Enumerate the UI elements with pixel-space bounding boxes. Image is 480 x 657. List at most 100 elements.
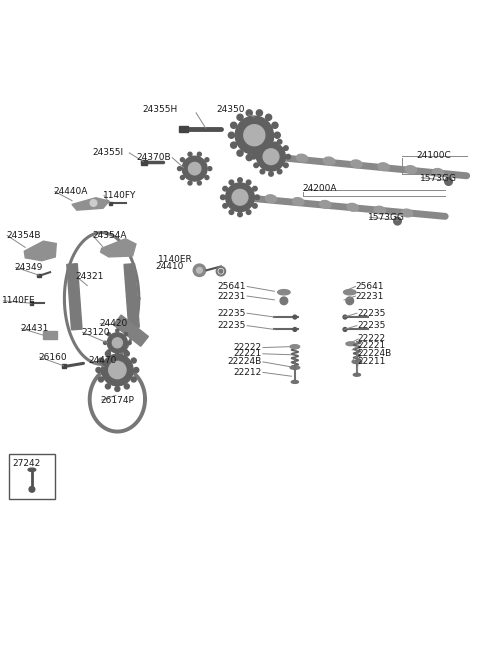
Circle shape <box>128 341 131 344</box>
Ellipse shape <box>353 373 360 376</box>
Bar <box>43 331 57 339</box>
Text: 22211: 22211 <box>357 357 385 367</box>
Bar <box>30 302 33 305</box>
Ellipse shape <box>432 169 444 176</box>
Circle shape <box>232 189 248 205</box>
Text: 1140FY: 1140FY <box>103 191 136 200</box>
Circle shape <box>343 328 347 331</box>
Circle shape <box>256 154 263 160</box>
Circle shape <box>178 167 181 171</box>
Circle shape <box>220 195 225 200</box>
Circle shape <box>223 187 228 191</box>
Circle shape <box>346 297 354 305</box>
Circle shape <box>274 132 280 138</box>
Text: 24350: 24350 <box>216 105 245 114</box>
Circle shape <box>226 183 254 212</box>
Text: 23120: 23120 <box>82 328 110 337</box>
Text: 24440A: 24440A <box>53 187 87 196</box>
Circle shape <box>228 132 234 138</box>
Circle shape <box>29 486 35 492</box>
Text: 24349: 24349 <box>15 263 43 272</box>
Circle shape <box>272 122 278 128</box>
Ellipse shape <box>292 198 304 206</box>
Circle shape <box>252 187 257 191</box>
Circle shape <box>394 217 401 225</box>
Ellipse shape <box>28 468 36 472</box>
Circle shape <box>193 264 205 277</box>
Text: 24470: 24470 <box>88 357 117 365</box>
Circle shape <box>98 377 104 382</box>
Bar <box>180 125 188 132</box>
Circle shape <box>254 146 258 150</box>
Text: 25641: 25641 <box>217 282 246 291</box>
Circle shape <box>106 384 110 389</box>
Circle shape <box>180 175 184 179</box>
Text: 1573GG: 1573GG <box>368 214 405 222</box>
Circle shape <box>254 163 258 168</box>
Bar <box>141 160 147 165</box>
Circle shape <box>255 195 260 200</box>
Circle shape <box>124 351 129 356</box>
Circle shape <box>252 154 256 159</box>
Circle shape <box>116 329 119 332</box>
Circle shape <box>188 152 192 156</box>
Polygon shape <box>113 315 148 346</box>
Circle shape <box>104 341 107 344</box>
Circle shape <box>445 177 452 185</box>
Circle shape <box>230 142 237 148</box>
Circle shape <box>277 170 282 174</box>
Text: 24355H: 24355H <box>143 105 178 114</box>
Circle shape <box>269 171 273 176</box>
Circle shape <box>197 181 201 185</box>
Circle shape <box>219 269 223 273</box>
Circle shape <box>256 110 263 116</box>
Circle shape <box>238 178 242 183</box>
Circle shape <box>252 204 257 208</box>
Circle shape <box>269 137 273 142</box>
Text: 24200A: 24200A <box>302 184 336 193</box>
Text: 22235: 22235 <box>357 309 385 318</box>
Text: 22235: 22235 <box>357 321 385 330</box>
Circle shape <box>238 212 242 217</box>
Circle shape <box>131 377 136 382</box>
Text: 1140ER: 1140ER <box>157 255 192 264</box>
Circle shape <box>197 152 201 156</box>
Text: 24370B: 24370B <box>136 153 171 162</box>
Circle shape <box>197 267 202 273</box>
Ellipse shape <box>346 342 356 346</box>
Text: 27242: 27242 <box>12 459 40 468</box>
Ellipse shape <box>291 380 299 384</box>
Circle shape <box>284 163 288 168</box>
Circle shape <box>107 350 110 353</box>
Text: 24431: 24431 <box>21 324 49 333</box>
Circle shape <box>293 315 297 319</box>
Circle shape <box>246 154 252 160</box>
Circle shape <box>108 333 127 353</box>
Circle shape <box>260 139 265 144</box>
Circle shape <box>189 162 201 175</box>
Circle shape <box>115 386 120 392</box>
Text: 22221: 22221 <box>233 350 262 358</box>
Text: 22221: 22221 <box>357 341 385 350</box>
Polygon shape <box>124 263 139 328</box>
Text: 24354B: 24354B <box>6 231 41 240</box>
Circle shape <box>265 114 272 120</box>
Text: 24100C: 24100C <box>417 151 451 160</box>
Circle shape <box>286 154 290 159</box>
Circle shape <box>124 350 128 353</box>
Circle shape <box>284 146 288 150</box>
Polygon shape <box>67 263 82 330</box>
Ellipse shape <box>290 366 300 369</box>
Circle shape <box>131 358 136 363</box>
Circle shape <box>96 367 101 373</box>
Bar <box>37 274 40 277</box>
Ellipse shape <box>374 206 385 214</box>
Text: 22224B: 22224B <box>357 350 391 358</box>
Ellipse shape <box>352 360 362 363</box>
Circle shape <box>108 361 126 378</box>
Ellipse shape <box>405 166 417 173</box>
Text: 1140FE: 1140FE <box>2 296 36 306</box>
Text: 24354A: 24354A <box>92 231 127 240</box>
Circle shape <box>102 354 133 386</box>
Circle shape <box>237 114 243 120</box>
